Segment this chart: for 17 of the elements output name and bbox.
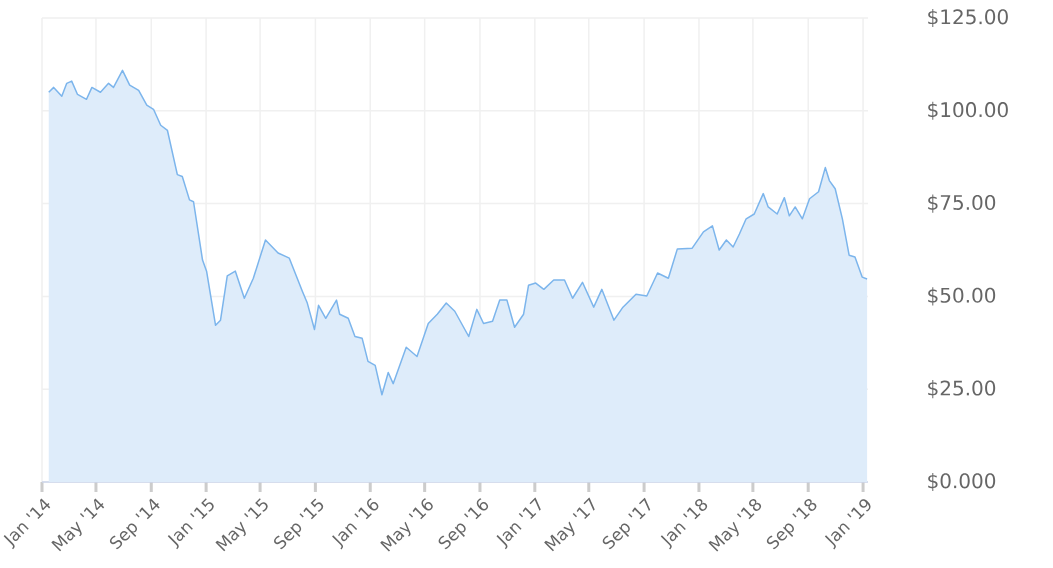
y-tick-label: $75.00 xyxy=(928,194,996,213)
y-tick-label: $50.00 xyxy=(928,287,996,306)
x-tick-label: Jan '16 xyxy=(332,498,379,550)
y-tick-label: $100.00 xyxy=(928,101,1008,120)
x-tick-label: Sep '16 xyxy=(438,498,489,550)
x-tick-label: Sep '17 xyxy=(602,497,651,550)
x-tick-label: Sep '18 xyxy=(766,498,817,550)
x-tick-label: Sep '15 xyxy=(274,498,324,550)
x-tick-label: Jan '14 xyxy=(3,498,51,550)
x-tick-label: Jan '18 xyxy=(660,498,708,550)
x-tick-label: Jan '19 xyxy=(824,499,871,550)
y-tick-label: $125.00 xyxy=(928,8,1008,28)
x-tick-label: Jan '15 xyxy=(167,498,214,550)
y-tick-label: $0.000 xyxy=(928,472,996,492)
x-tick-label: Jan '17 xyxy=(496,497,541,550)
y-tick-label: $25.00 xyxy=(928,380,996,399)
x-tick-label: Sep '14 xyxy=(109,498,160,550)
